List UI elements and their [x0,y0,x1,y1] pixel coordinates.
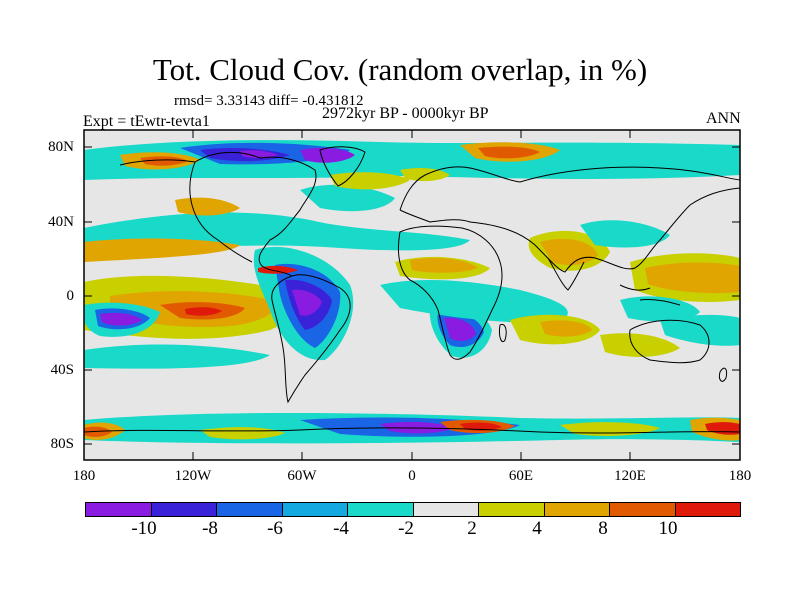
period-label: 2972kyr BP - 0000kyr BP [322,105,489,122]
colorbar-segment [610,503,676,516]
lon-label-60w: 60W [287,468,317,484]
colorbar-label: 2 [467,518,477,539]
colorbar-label: 8 [598,518,608,539]
map-title: Tot. Cloud Cov. (random overlap, in %) [152,52,648,87]
colorbar-segment [282,503,348,516]
lat-label-40n: 40N [48,214,74,230]
lat-label-40s: 40S [50,362,74,378]
colorbar-label: 4 [532,518,542,539]
anomaly-patches [84,140,740,460]
lon-label-180w: 180 [72,468,96,484]
colorbar-segment [151,503,217,516]
colorbar-segment [86,503,152,516]
lon-label-180e: 180 [728,468,752,484]
colorbar-segment [544,503,610,516]
colorbar [85,502,741,517]
colorbar-label: -10 [131,518,157,539]
colorbar-segment [479,503,545,516]
stats-label: rmsd= 3.33143 diff= -0.431812 [174,93,364,109]
colorbar-label: -2 [398,518,414,539]
lat-label-0: 0 [66,288,75,304]
lon-label-0: 0 [408,468,416,484]
lat-label-80n: 80N [48,139,74,155]
coastlines [84,146,740,434]
experiment-label: Expt = tEwtr-tevta1 [83,113,210,130]
colorbar-segment [675,503,740,516]
lat-label-80s: 80S [50,436,74,452]
season-label: ANN [706,110,741,127]
lon-label-60e: 60E [508,468,534,484]
colorbar-segment [217,503,283,516]
axis-ticks [84,130,740,460]
colorbar-segment [348,503,414,516]
colorbar-label: -6 [267,518,283,539]
lon-label-120w: 120W [174,468,212,484]
colorbar-label: -8 [202,518,218,539]
colorbar-segment [413,503,479,516]
lon-label-120e: 120E [614,468,646,484]
colorbar-label: 10 [658,518,678,539]
colorbar-label: -4 [333,518,349,539]
